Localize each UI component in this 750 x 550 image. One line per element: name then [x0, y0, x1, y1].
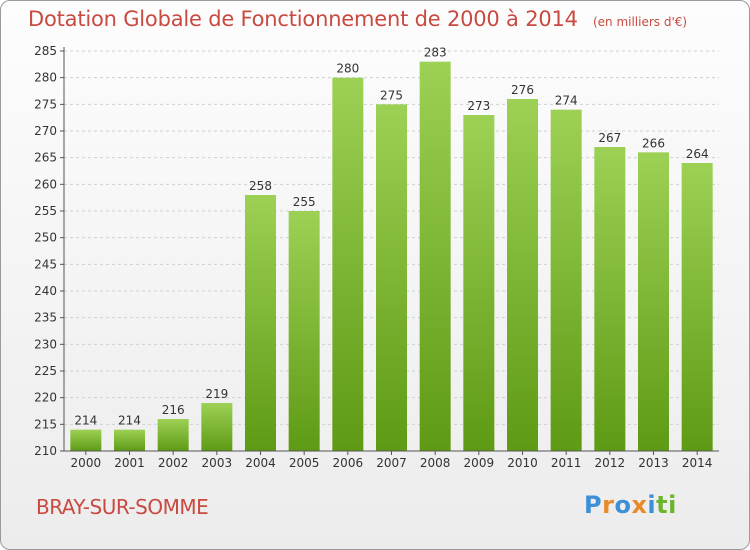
bar-2004[interactable] — [245, 195, 276, 451]
bar-2005[interactable] — [288, 211, 320, 451]
y-tick-label: 255 — [34, 204, 57, 218]
y-tick-label: 235 — [34, 311, 57, 325]
y-tick-label: 270 — [34, 124, 57, 138]
chart-title: Dotation Globale de Fonctionnement de 20… — [28, 7, 578, 31]
x-tick-label: 2014 — [682, 456, 713, 470]
bar-value-label: 276 — [511, 83, 534, 97]
y-tick-label: 285 — [34, 44, 57, 58]
bar-value-label: 255 — [293, 195, 316, 209]
title-row: Dotation Globale de Fonctionnement de 20… — [28, 7, 687, 31]
logo-letter: t — [656, 491, 669, 519]
bar-value-label: 273 — [467, 99, 490, 113]
x-tick-label: 2008 — [420, 456, 451, 470]
bar-2009[interactable] — [463, 115, 495, 451]
y-tick-label: 220 — [34, 391, 57, 405]
commune-name: BRAY-SUR-SOMME — [36, 495, 209, 519]
y-tick-label: 265 — [34, 151, 57, 165]
x-tick-label: 2012 — [595, 456, 626, 470]
y-tick-label: 230 — [34, 337, 57, 351]
y-tick-label: 210 — [34, 444, 57, 458]
bar-2006[interactable] — [332, 77, 364, 452]
y-tick-label: 250 — [34, 231, 57, 245]
x-tick-label: 2006 — [333, 456, 364, 470]
x-tick-label: 2005 — [289, 456, 320, 470]
x-tick-label: 2000 — [71, 456, 102, 470]
bar-value-label: 274 — [555, 94, 578, 108]
y-tick-label: 260 — [34, 177, 57, 191]
bar-value-label: 214 — [118, 414, 141, 428]
y-tick-label: 240 — [34, 284, 57, 298]
x-tick-label: 2009 — [464, 456, 495, 470]
logo-letter: P — [584, 491, 603, 519]
x-tick-label: 2010 — [507, 456, 538, 470]
y-tick-label: 280 — [34, 71, 57, 85]
logo-letter: x — [631, 491, 648, 519]
logo-letter: r — [602, 491, 615, 519]
chart-unit: (en milliers d'€) — [592, 15, 688, 29]
bar-value-label: 280 — [336, 62, 359, 76]
proxiti-logo[interactable]: Proxiti — [584, 491, 677, 519]
y-tick-label: 225 — [34, 364, 57, 378]
bar-2007[interactable] — [376, 104, 407, 451]
logo-letter: i — [668, 491, 677, 519]
x-tick-label: 2003 — [202, 456, 233, 470]
y-axis: 210 215 220 225 230 235 240 245 250 255 260 265 270 2… — [34, 44, 65, 458]
bar-value-label: 219 — [205, 387, 228, 401]
x-tick-label: 2013 — [638, 456, 669, 470]
x-tick-label: 2002 — [158, 456, 189, 470]
bar-value-label: 267 — [598, 131, 621, 145]
bar-2002[interactable] — [157, 419, 189, 451]
bar-2000[interactable] — [70, 429, 102, 451]
y-tick-label: 215 — [34, 417, 57, 431]
y-tick-label: 245 — [34, 257, 57, 271]
bar-value-label: 283 — [424, 46, 447, 60]
bar-value-label: 216 — [162, 403, 185, 417]
y-tick-label: 275 — [34, 97, 57, 111]
x-tick-label: 2001 — [114, 456, 145, 470]
bar-2008[interactable] — [419, 61, 451, 452]
bar-2001[interactable] — [114, 429, 145, 451]
logo-letter: o — [614, 491, 632, 519]
bar-value-label: 275 — [380, 88, 403, 102]
x-tick-label: 2004 — [245, 456, 276, 470]
x-tick-label: 2011 — [551, 456, 582, 470]
logo-letter: i — [647, 491, 657, 519]
x-tick-label: 2007 — [376, 456, 407, 470]
bar-2010[interactable] — [507, 99, 538, 451]
bar-2013[interactable] — [638, 152, 669, 452]
bar-value-label: 258 — [249, 179, 272, 193]
bar-2011[interactable] — [550, 109, 582, 452]
bar-2003[interactable] — [201, 403, 233, 451]
bar-value-label: 214 — [74, 414, 97, 428]
bar-2012[interactable] — [594, 147, 626, 451]
bar-value-label: 264 — [686, 147, 709, 161]
bar-value-label: 266 — [642, 136, 665, 150]
x-axis: 2000 2001 2002 2003 2004 2005 2006 2007 2008 2009… — [64, 450, 719, 470]
bars: 214 214 216 219 258 255 280 275 283 273 276 274 267 2… — [70, 46, 713, 452]
bar-2014[interactable] — [681, 163, 713, 451]
